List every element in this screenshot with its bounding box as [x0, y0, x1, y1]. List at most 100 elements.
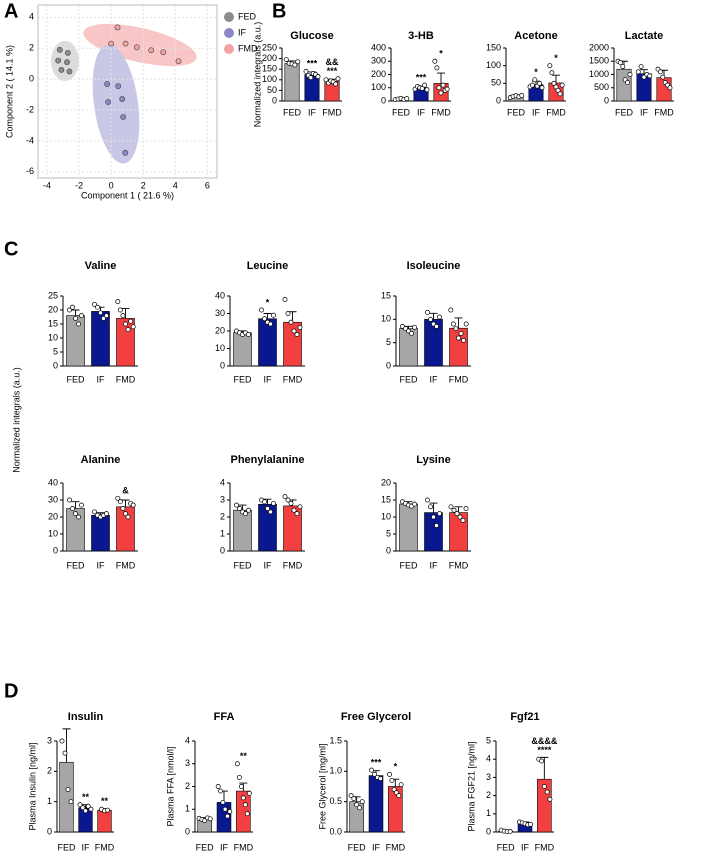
data-point	[65, 787, 71, 792]
legend-label: FED	[238, 11, 257, 21]
data-point	[541, 784, 547, 789]
error-bar	[121, 308, 130, 319]
error-bar	[62, 728, 71, 763]
scatter-point	[56, 46, 63, 53]
x-tick-label: FED	[58, 842, 77, 852]
x-tick-label: IF	[372, 842, 381, 852]
data-point	[424, 87, 430, 93]
bar	[59, 761, 74, 833]
data-point	[436, 85, 442, 91]
data-point	[303, 68, 309, 74]
chart-title: Alanine	[81, 454, 121, 466]
y-tick-label: 150	[262, 64, 277, 74]
y-tick-label: 0.0	[329, 826, 342, 836]
x-tick-label: FMD	[449, 374, 469, 384]
data-point	[348, 793, 354, 799]
y-tick-label: 0	[496, 95, 501, 105]
data-point	[557, 91, 563, 97]
data-point	[457, 514, 463, 520]
data-point	[537, 80, 543, 86]
data-point	[76, 514, 81, 520]
data-point	[80, 805, 86, 811]
y-tick-label: 30	[48, 494, 58, 504]
data-point	[240, 795, 246, 801]
x-tick-label: 6	[205, 180, 210, 190]
data-point	[448, 307, 454, 313]
y-tick-label: 1	[486, 808, 491, 818]
y-axis-label: Plasma FFA [nmol/l]	[165, 746, 175, 826]
scatter-point	[105, 99, 111, 105]
y-tick-label: 0	[486, 826, 491, 836]
data-point	[79, 502, 84, 508]
data-point	[431, 514, 436, 520]
y-tick-label: 2000	[589, 42, 609, 52]
data-point	[425, 309, 430, 315]
data-point	[292, 62, 298, 68]
data-point	[323, 77, 329, 83]
data-point	[647, 73, 653, 79]
x-tick-label: IF	[97, 374, 106, 384]
significance-label: *	[534, 67, 538, 77]
scatter-point	[115, 83, 122, 89]
y-tick-label: 2	[47, 766, 52, 776]
x-tick-label: FMD	[449, 560, 469, 570]
bar	[449, 327, 468, 367]
y-tick-label: -2	[26, 104, 34, 114]
data-point	[378, 776, 383, 782]
data-point	[297, 504, 303, 510]
data-point	[130, 502, 136, 508]
x-tick-label: FMD	[431, 107, 451, 117]
data-point	[448, 504, 454, 510]
x-tick-label: FED	[67, 374, 86, 384]
y-axis-label: Component 2 ( 14.1 %)	[4, 45, 14, 138]
error-bar	[454, 506, 463, 513]
chart-title: Leucine	[247, 260, 289, 272]
data-point	[549, 70, 555, 76]
data-point	[454, 511, 460, 517]
data-point	[285, 311, 291, 316]
y-tick-label: 20	[381, 477, 391, 487]
plot-frame	[37, 4, 218, 179]
data-point	[283, 57, 289, 63]
y-tick-label: 0	[272, 95, 277, 105]
bar	[233, 509, 252, 552]
error-bar	[552, 74, 560, 83]
data-point	[92, 509, 97, 515]
y-tick-label: 100	[486, 60, 501, 70]
chart-title: Acetone	[514, 30, 557, 42]
legend-marker	[224, 12, 234, 22]
data-point	[234, 502, 239, 508]
data-point	[262, 499, 267, 505]
y-tick-label: 15	[381, 494, 391, 504]
x-tick-label: 4	[173, 180, 178, 190]
data-point	[456, 335, 461, 341]
data-point	[207, 816, 213, 822]
data-point	[291, 328, 297, 334]
panel-label: B	[272, 0, 286, 22]
x-tick-label: FED	[67, 560, 86, 570]
chart-title: Isoleucine	[407, 260, 461, 272]
x-tick-label: FMD	[116, 374, 136, 384]
data-point	[627, 72, 633, 77]
data-point	[507, 829, 513, 834]
data-point	[294, 511, 300, 517]
error-bar	[540, 756, 549, 780]
data-point	[67, 307, 72, 313]
data-point	[271, 500, 276, 506]
data-point	[308, 75, 314, 81]
y-tick-label: 4	[220, 477, 225, 487]
x-tick-label: IF	[82, 842, 91, 852]
y-tick-label: 5	[53, 346, 58, 356]
y-tick-label: 0.5	[329, 796, 342, 806]
scatter-point	[104, 81, 111, 87]
y-tick-label: 1.0	[329, 766, 342, 776]
bar	[66, 315, 85, 367]
scatter-point	[66, 68, 73, 75]
data-point	[220, 799, 226, 805]
data-point	[123, 511, 128, 517]
data-point	[544, 789, 550, 795]
data-point	[463, 506, 469, 511]
chart-title: Valine	[85, 260, 117, 272]
data-point	[246, 507, 251, 513]
x-tick-label: FMD	[546, 107, 566, 117]
